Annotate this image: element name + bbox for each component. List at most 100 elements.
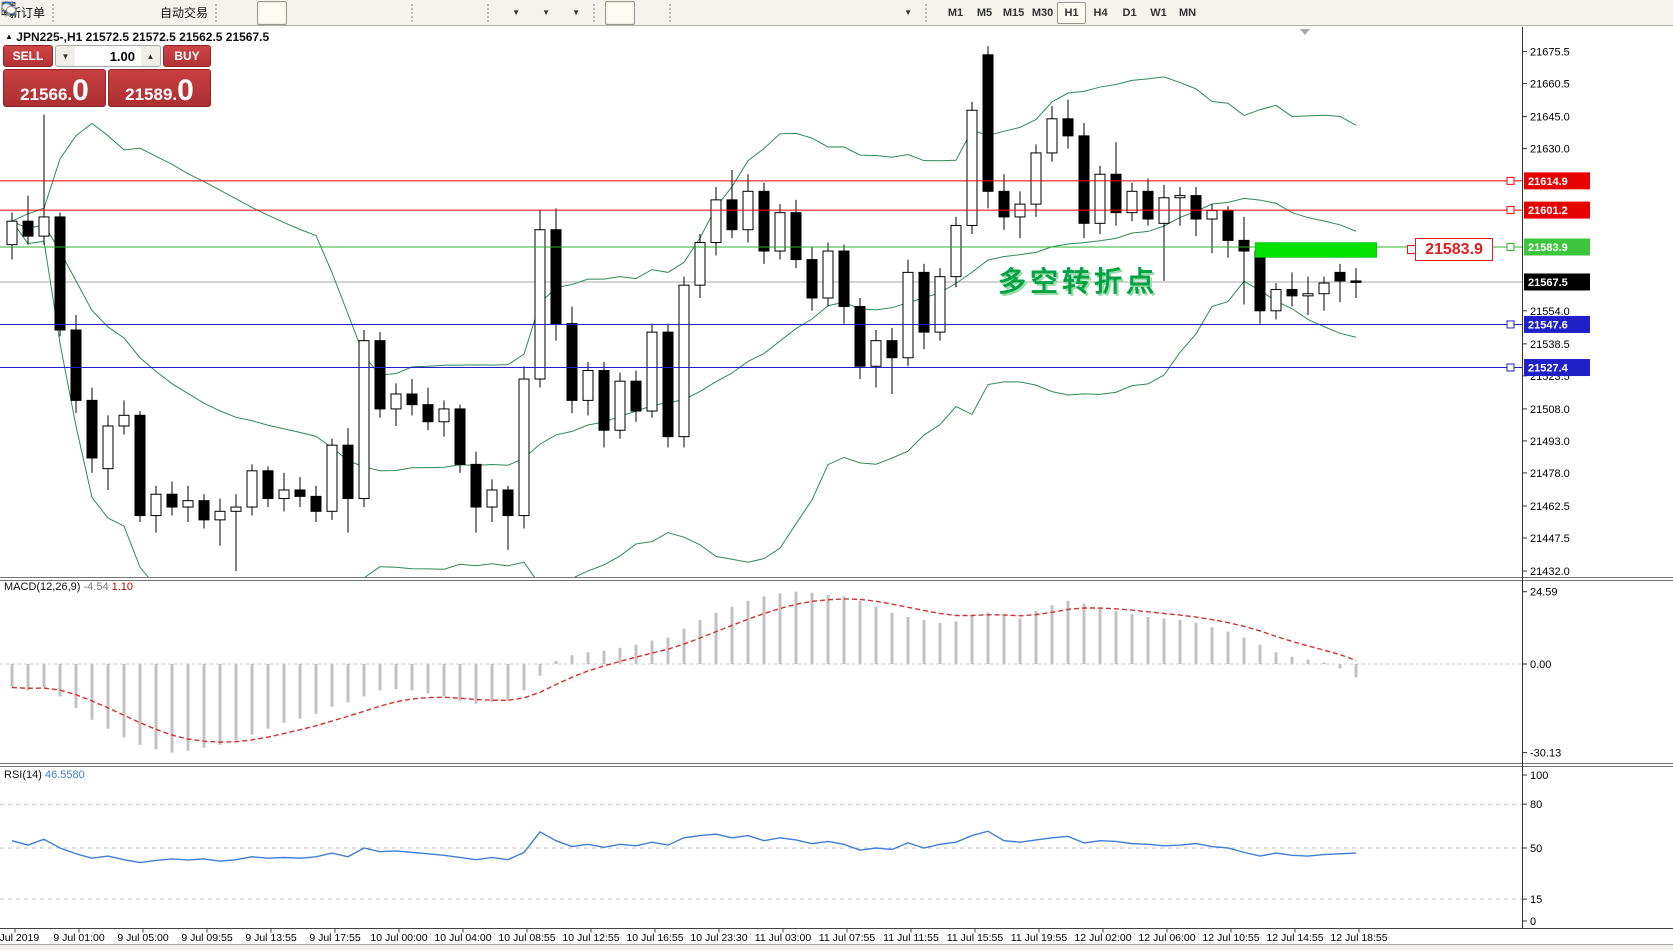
chart-shift-icon[interactable] — [3, 1, 453, 25]
buy-price-button[interactable]: 21589. 0 — [108, 69, 211, 107]
buy-price-frac: 0 — [177, 74, 194, 107]
svg-text:21432.0: 21432.0 — [1530, 566, 1570, 578]
svg-text:E: E — [11, 12, 15, 17]
svg-text:9 Jul 05:00: 9 Jul 05:00 — [117, 932, 169, 944]
volume-down-button[interactable]: ▼ — [56, 46, 75, 66]
crosshair-icon[interactable] — [2, 1, 665, 25]
symbol-title: ▲ JPN225-,H1 21572.5 21572.5 21562.5 215… — [5, 30, 269, 44]
timeframe-m30[interactable]: M30 — [1031, 6, 1054, 19]
timeframe-mn[interactable]: MN — [1178, 6, 1197, 19]
buy-button[interactable]: BUY — [163, 45, 211, 67]
svg-text:10 Jul 23:30: 10 Jul 23:30 — [690, 932, 747, 944]
svg-text:0: 0 — [1530, 916, 1536, 928]
svg-text:21527.4: 21527.4 — [1528, 363, 1569, 375]
toolbar-separator — [487, 3, 495, 22]
cursor-icon[interactable] — [5, 0, 636, 25]
svg-text:9 Jul 2019: 9 Jul 2019 — [0, 932, 39, 944]
svg-text:9 Jul 09:55: 9 Jul 09:55 — [181, 932, 233, 944]
svg-text:80: 80 — [1530, 799, 1542, 811]
new-order-label: 新订单 — [9, 6, 46, 20]
svg-text:11 Jul 07:55: 11 Jul 07:55 — [819, 932, 876, 944]
templates-dropdown-icon[interactable]: ▼ — [572, 8, 580, 17]
timeframe-m5[interactable]: M5 — [976, 6, 993, 19]
svg-text:10 Jul 16:55: 10 Jul 16:55 — [626, 932, 683, 944]
volume-up-button[interactable]: ▲ — [141, 46, 160, 66]
bollinger-upper — [11, 76, 1357, 376]
svg-text:21508.0: 21508.0 — [1530, 404, 1570, 416]
volume-value[interactable]: 1.00 — [109, 48, 135, 64]
auto-scroll-icon[interactable] — [4, 1, 483, 25]
periods-dropdown-icon[interactable]: ▼ — [542, 8, 550, 17]
templates-icon[interactable]: ▼ — [1, 1, 589, 25]
text-label-icon[interactable]: T — [1, 1, 891, 25]
indicators-icon[interactable]: ▼ — [2, 1, 529, 25]
svg-text:9 Jul 13:55: 9 Jul 13:55 — [245, 932, 297, 944]
svg-text:21462.5: 21462.5 — [1530, 501, 1570, 513]
periods-icon[interactable]: ▼ — [1, 1, 559, 25]
trend-line-icon[interactable] — [1, 1, 771, 25]
shapes-dropdown-icon[interactable]: ▼ — [904, 8, 912, 17]
timeframe-w1[interactable]: W1 — [1150, 6, 1167, 19]
text-icon[interactable]: A — [4, 1, 861, 25]
svg-text:12 Jul 10:55: 12 Jul 10:55 — [1202, 932, 1259, 944]
price-label-box[interactable]: 21583.9 — [1415, 238, 1493, 261]
svg-text:21493.0: 21493.0 — [1530, 436, 1570, 448]
svg-text:21630.0: 21630.0 — [1530, 144, 1570, 156]
svg-text:11 Jul 15:55: 11 Jul 15:55 — [947, 932, 1004, 944]
signals-icon[interactable] — [3, 1, 154, 25]
horizontal-line-icon[interactable] — [2, 1, 741, 25]
price-pane[interactable] — [0, 46, 1522, 637]
time-axis: 9 Jul 2019 9 Jul 01:00 9 Jul 05:00 9 Jul 09… — [0, 928, 1673, 944]
svg-text:21601.2: 21601.2 — [1528, 205, 1568, 217]
svg-text:11 Jul 11:55: 11 Jul 11:55 — [883, 932, 939, 944]
svg-text:12 Jul 06:00: 12 Jul 06:00 — [1138, 932, 1195, 944]
indicators-dropdown-icon[interactable]: ▼ — [512, 8, 520, 17]
chart-window-icon[interactable] — [1, 1, 124, 25]
timeframe-d1[interactable]: D1 — [1122, 6, 1137, 19]
autotrade-button[interactable]: 自动交易 — [1, 1, 211, 25]
sell-price-button[interactable]: 21566. 0 — [3, 69, 106, 107]
svg-text:9 Jul 17:55: 9 Jul 17:55 — [309, 932, 361, 944]
svg-text:21567.5: 21567.5 — [1528, 277, 1568, 289]
zoom-in-icon[interactable] — [1, 1, 347, 25]
macd-name: MACD(12,26,9) — [4, 581, 81, 593]
svg-text:50: 50 — [1530, 843, 1542, 855]
chat-icon[interactable] — [1, 1, 1663, 25]
macd-main-value: -4.54 — [83, 581, 109, 593]
timeframe-m1[interactable]: M1 — [947, 6, 964, 19]
svg-text:-30.13: -30.13 — [1530, 748, 1561, 760]
fibonacci-icon[interactable]: F — [2, 1, 831, 25]
equidistant-channel-icon[interactable]: E — [1, 1, 801, 25]
sell-button[interactable]: SELL — [3, 45, 53, 67]
timeframe-h4[interactable]: H4 — [1093, 6, 1108, 19]
collapse-icon[interactable]: ▲ — [5, 32, 13, 41]
volume-stepper: ▼ 1.00 ▲ — [55, 45, 161, 67]
macd-label: MACD(12,26,9) -4.54 1.10 — [4, 581, 133, 593]
macd-pane[interactable] — [0, 591, 1522, 753]
svg-text:12 Jul 02:00: 12 Jul 02:00 — [1074, 932, 1131, 944]
timeframe-h1[interactable]: H1 — [1057, 1, 1087, 24]
timeframe-m15[interactable]: M15 — [1002, 6, 1025, 19]
symbol-ohlc: 21572.5 21572.5 21562.5 21567.5 — [85, 30, 270, 44]
chart-annotation-text[interactable]: 多空转折点 — [998, 267, 1159, 298]
macd-signal-value: 1.10 — [111, 581, 134, 593]
svg-text:10 Jul 00:00: 10 Jul 00:00 — [370, 932, 427, 944]
bar-chart-icon[interactable] — [1, 1, 257, 25]
buy-price-sep: . — [172, 85, 178, 104]
line-chart-icon[interactable] — [1, 1, 317, 25]
market-watch-icon[interactable] — [0, 1, 94, 25]
svg-text:21554.0: 21554.0 — [1530, 306, 1570, 318]
symbol-name: JPN225-,H1 — [16, 30, 83, 44]
shapes-icon[interactable]: ▼ — [2, 1, 921, 25]
tile-windows-icon[interactable] — [2, 1, 407, 25]
candle-chart-icon[interactable] — [2, 0, 288, 25]
search-icon[interactable] — [2, 1, 1633, 25]
highlight-rectangle[interactable] — [1254, 242, 1378, 258]
zoom-out-icon[interactable] — [1, 1, 377, 25]
rsi-pane[interactable] — [0, 803, 1522, 900]
vertical-line-icon[interactable] — [5, 1, 711, 25]
toolbar-separator — [52, 3, 60, 22]
